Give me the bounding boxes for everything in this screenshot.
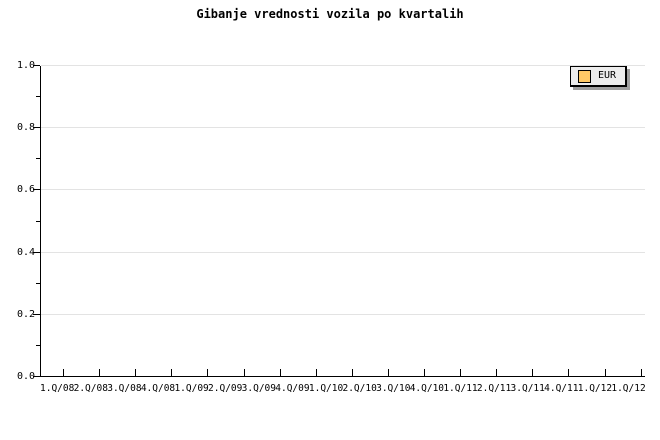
y-axis-minor-tick	[36, 221, 40, 222]
plot-area: 0.0 0.2 0.4 0.6 0.8 1.0 1.Q/08 2.Q/08 3.Q/08 4.Q…	[17, 61, 646, 395]
y-axis-major-tick	[33, 376, 40, 377]
x-tick-label: 1.Q/11	[443, 383, 478, 394]
x-tick-label: 1.Q/08	[40, 383, 75, 394]
y-axis-line	[40, 66, 41, 377]
y-tick-label: 0.2	[16, 309, 35, 320]
legend-swatch-icon	[578, 69, 591, 83]
x-axis-tick	[568, 369, 569, 376]
x-axis-tick	[352, 369, 353, 376]
x-tick-label: 4.Q/11	[544, 383, 579, 394]
y-tick-label: 0.0	[16, 371, 35, 382]
legend-item-label: EUR	[598, 70, 617, 81]
x-axis-tick	[532, 369, 533, 376]
x-axis-tick	[99, 369, 100, 376]
y-grid-line	[41, 189, 645, 190]
x-axis-tick	[388, 369, 389, 376]
x-tick-label: 4.Q/09	[275, 383, 310, 394]
x-tick-label: 3.Q/11	[510, 383, 545, 394]
y-tick-label: 1.0	[16, 60, 35, 71]
x-tick-label: 2.Q/11	[476, 383, 512, 394]
y-axis-minor-tick	[36, 158, 40, 159]
x-axis-tick	[171, 369, 172, 376]
x-axis-tick	[63, 369, 64, 376]
x-axis-tick	[496, 369, 497, 376]
y-axis-minor-tick	[36, 345, 40, 346]
x-axis-line	[40, 376, 645, 377]
x-axis-tick	[280, 369, 281, 376]
y-grid-line	[41, 65, 645, 66]
y-axis-minor-tick	[36, 96, 40, 97]
y-axis-major-tick	[33, 127, 40, 128]
x-tick-label: 3.Q/09	[241, 383, 276, 394]
y-grid-line	[41, 127, 645, 128]
x-tick-label: 1.Q/09	[174, 383, 209, 394]
x-tick-label: 1.Q/10	[308, 383, 344, 394]
legend-box: EUR	[570, 66, 627, 87]
y-tick-label: 0.4	[16, 247, 35, 258]
y-grid-line	[41, 314, 645, 315]
x-axis-tick	[424, 369, 425, 376]
y-tick-label: 0.6	[16, 184, 35, 195]
x-tick-label: 4.Q/10	[409, 383, 445, 394]
x-tick-label: 4.Q/08	[140, 383, 176, 394]
y-axis-minor-tick	[36, 283, 40, 284]
x-axis-tick	[641, 369, 642, 376]
x-tick-label: 2.Q/10	[342, 383, 377, 394]
x-axis-tick	[460, 369, 461, 376]
x-tick-label: 3.Q/10	[376, 383, 411, 394]
x-axis-tick	[605, 369, 606, 376]
y-axis-major-tick	[33, 189, 40, 190]
x-tick-labels: 1.Q/08 2.Q/08 3.Q/08 4.Q/08 1.Q/09 2.Q/09 3.Q/…	[40, 383, 646, 394]
x-tick-label: 1.Q/12	[611, 383, 646, 394]
x-axis-tick	[244, 369, 245, 376]
y-grid-line	[41, 252, 645, 253]
x-tick-label: 3.Q/08	[107, 383, 142, 394]
x-axis-tick	[316, 369, 317, 376]
x-axis-tick	[207, 369, 208, 376]
y-axis-major-tick	[33, 314, 40, 315]
x-tick-label: 2.Q/09	[208, 383, 243, 394]
x-axis-tick	[135, 369, 136, 376]
y-axis-major-tick	[33, 65, 40, 66]
y-axis-major-tick	[33, 252, 40, 253]
y-tick-label: 0.8	[16, 122, 35, 133]
x-tick-label: 2.Q/08	[73, 383, 108, 394]
x-tick-label: 1.Q/12	[577, 383, 613, 394]
chart-title: Gibanje vrednosti vozila po kvartalih	[196, 7, 464, 21]
